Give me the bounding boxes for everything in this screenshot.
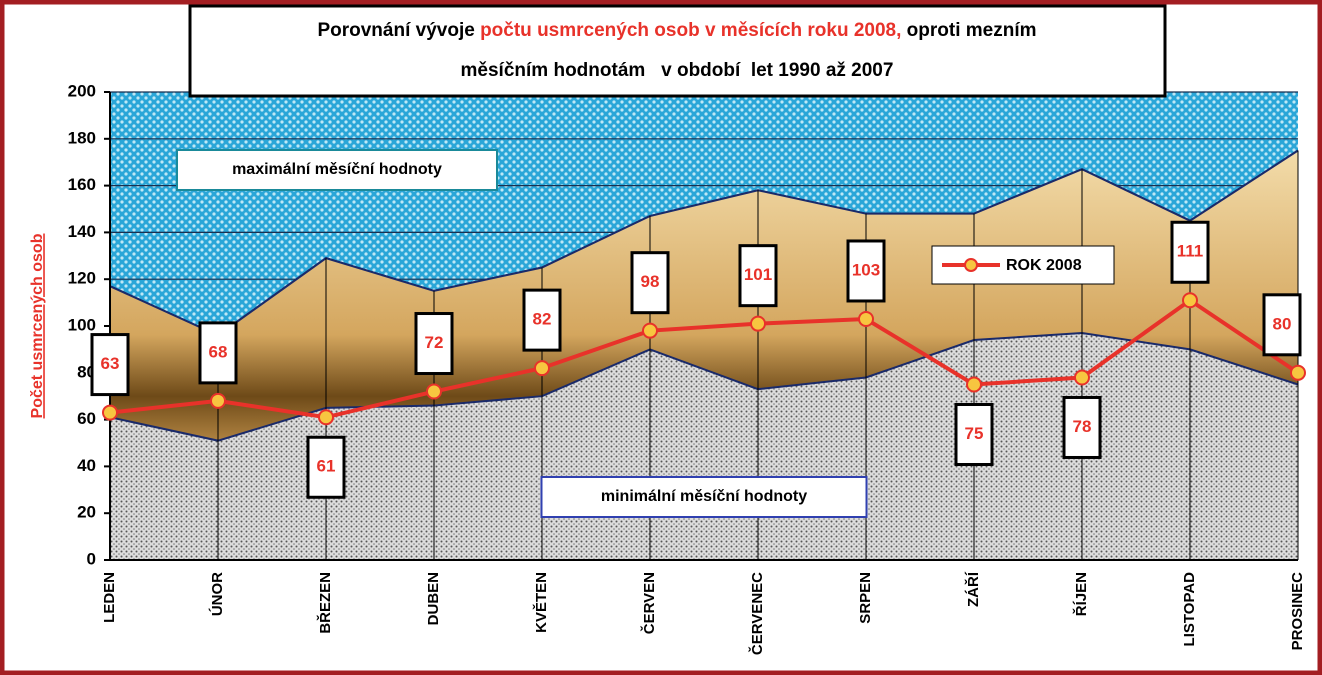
data-label: 61 — [317, 457, 336, 476]
y-tick-label: 60 — [77, 409, 96, 428]
y-tick-label: 40 — [77, 456, 96, 475]
marker — [1074, 369, 1090, 386]
marker — [966, 376, 982, 393]
data-label-box — [414, 312, 454, 376]
marker — [750, 315, 766, 332]
chart-title: Porovnání vývoje počtu usmrcených osob v… — [317, 20, 1036, 41]
data-label: 63 — [101, 354, 120, 373]
data-label-box — [90, 333, 130, 397]
data-label: 72 — [425, 333, 444, 352]
x-tick-label: SRPEN — [857, 572, 874, 624]
data-label: 101 — [744, 265, 772, 284]
title-part: počtu usmrcených osob v měsících roku 20… — [480, 20, 901, 41]
title-box — [188, 4, 1167, 98]
data-label-box — [738, 244, 778, 308]
series-line — [109, 297, 1300, 420]
x-tick-label: ČERVENEC — [748, 572, 766, 655]
annotation: minimální měsíční hodnoty — [601, 488, 807, 505]
marker — [426, 383, 442, 400]
legend-marker — [964, 258, 978, 272]
annotation-box — [540, 476, 868, 518]
data-label-box — [846, 239, 886, 303]
y-axis-label: Počet usmrcených osob — [29, 233, 46, 418]
y-tick-label: 20 — [77, 503, 96, 522]
annotation-box — [176, 149, 498, 191]
data-label: 68 — [209, 342, 228, 361]
title-part: oproti mezním — [901, 20, 1036, 41]
marker — [210, 392, 226, 409]
data-label: 82 — [533, 310, 552, 329]
x-tick-label: BŘEZEN — [316, 572, 334, 634]
data-label-box — [1262, 293, 1302, 357]
data-label: 103 — [852, 260, 880, 279]
area — [110, 333, 1298, 560]
x-tick-label: PROSINEC — [1289, 572, 1306, 651]
x-tick-label: LEDEN — [101, 572, 118, 623]
data-label-box — [306, 435, 346, 499]
y-tick-label: 140 — [68, 222, 96, 241]
y-tick-label: 0 — [87, 549, 96, 568]
data-label: 98 — [641, 272, 660, 291]
marker — [642, 322, 658, 339]
x-tick-label: KVĚTEN — [532, 572, 550, 633]
data-label-box — [198, 321, 238, 385]
x-tick-label: ZÁŘÍ — [964, 571, 982, 607]
marker — [1182, 292, 1198, 309]
x-tick-label: LISTOPAD — [1181, 572, 1198, 647]
y-tick-label: 160 — [68, 175, 96, 194]
x-tick-label: ČERVEN — [640, 572, 658, 634]
data-label: 80 — [1273, 314, 1292, 333]
data-label-box — [1062, 395, 1102, 459]
title-part: Porovnání vývoje — [317, 20, 480, 41]
marker — [318, 409, 334, 426]
y-tick-label: 100 — [68, 315, 96, 334]
y-tick-label: 120 — [68, 269, 96, 288]
marker — [534, 360, 550, 377]
area-edge — [109, 149, 1299, 337]
marker — [858, 310, 874, 327]
data-label-box — [522, 288, 562, 352]
chart-title: měsíčním hodnotám v období let 1990 až 2… — [461, 60, 894, 81]
x-tick-label: DUBEN — [425, 572, 442, 625]
y-tick-label: 200 — [68, 81, 96, 100]
marker — [102, 404, 118, 421]
data-label: 111 — [1177, 242, 1204, 261]
data-label-box — [954, 403, 994, 466]
annotation: maximální měsíční hodnoty — [232, 161, 442, 178]
data-label: 78 — [1073, 417, 1092, 436]
y-tick-label: 180 — [68, 128, 96, 147]
x-tick-label: ÚNOR — [208, 572, 226, 616]
legend-label: ROK 2008 — [1006, 257, 1082, 274]
data-label-box — [1170, 220, 1210, 284]
data-label: 75 — [965, 424, 984, 443]
marker — [1290, 364, 1306, 381]
x-tick-label: ŘÍJEN — [1072, 572, 1090, 616]
data-label-box — [630, 251, 670, 315]
